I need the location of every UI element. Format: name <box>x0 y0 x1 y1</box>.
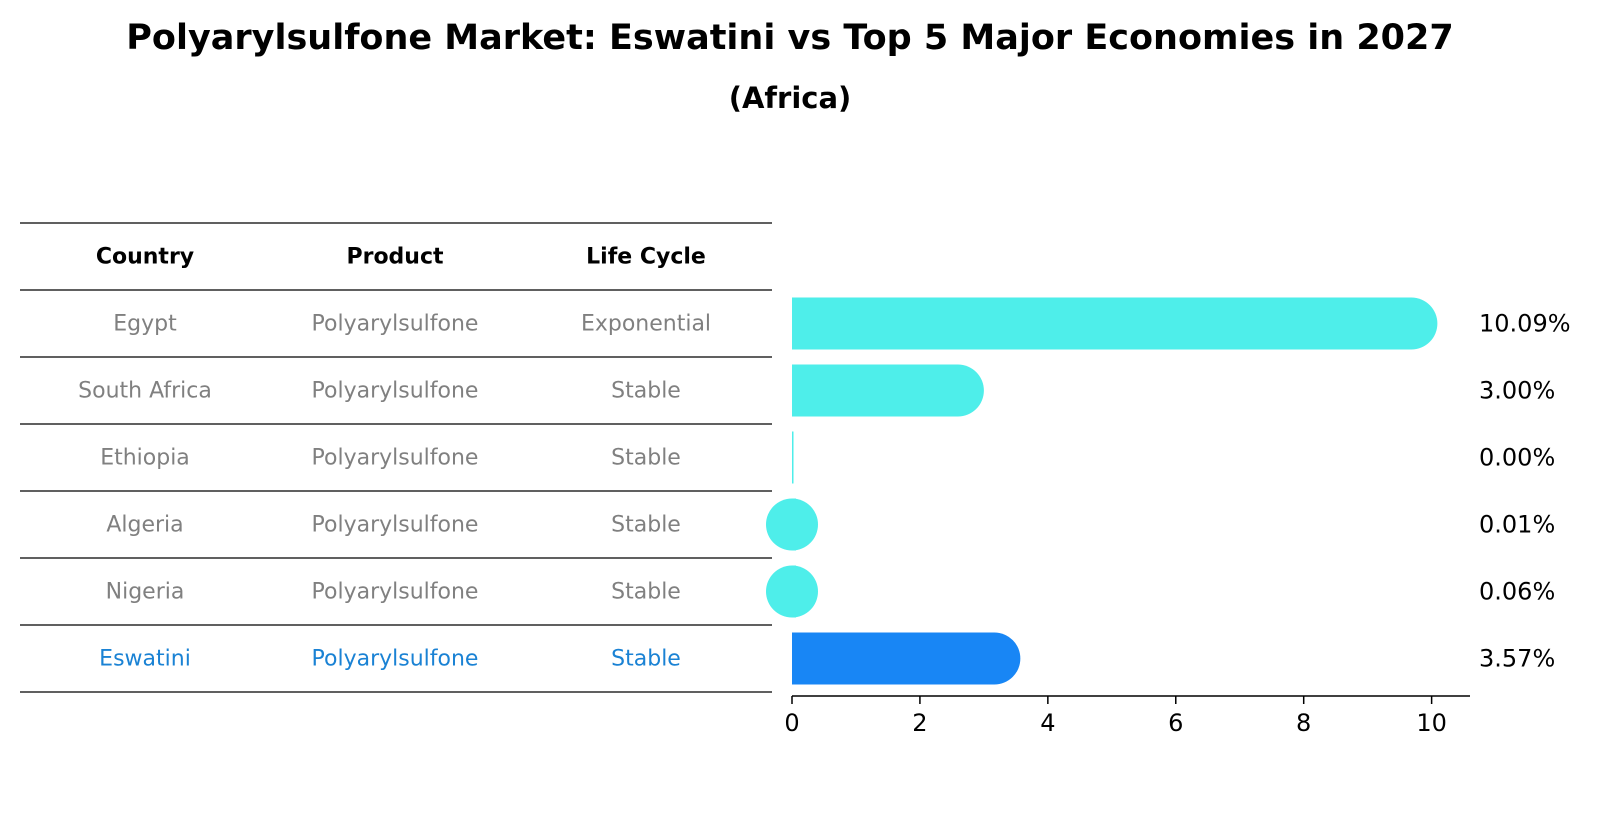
table-cell-life-cycle: Exponential <box>581 312 711 337</box>
bar-value-label: 0.00% <box>1479 444 1555 472</box>
bar-egypt: 10.09% <box>792 297 1571 350</box>
x-tick-label: 8 <box>1296 709 1311 737</box>
bar-nigeria: 0.06% <box>766 565 1555 618</box>
table-row: South Africa Polyarylsulfone Stable <box>78 379 681 404</box>
x-tick-label: 6 <box>1168 709 1183 737</box>
bar-value-label: 3.00% <box>1479 377 1555 405</box>
x-tick-label: 4 <box>1040 709 1055 737</box>
table-header-product: Product <box>346 245 444 270</box>
table-cell-life-cycle: Stable <box>611 379 681 404</box>
table-cell-country: Ethiopia <box>100 446 190 471</box>
bar-cap <box>968 632 1021 685</box>
table-cell-product: Polyarylsulfone <box>312 446 479 471</box>
chart-title: Polyarylsulfone Market: Eswatini vs Top … <box>126 18 1454 58</box>
bar-value-label: 0.01% <box>1479 511 1555 539</box>
table-header-country: Country <box>96 245 194 270</box>
bar-min-mark <box>792 565 796 618</box>
bar-value-label: 10.09% <box>1479 310 1571 338</box>
table-row: Egypt Polyarylsulfone Exponential <box>113 312 711 337</box>
x-tick-label: 10 <box>1416 709 1447 737</box>
bar-value-label: 3.57% <box>1479 645 1555 673</box>
table-row: Algeria Polyarylsulfone Stable <box>106 513 681 538</box>
bar-body <box>792 632 995 685</box>
table-cell-country: South Africa <box>78 379 212 404</box>
table-cell-country: Nigeria <box>106 580 185 605</box>
bar-ethiopia: 0.00% <box>792 431 1555 484</box>
bar-min-mark <box>792 498 796 551</box>
table-cell-product: Polyarylsulfone <box>312 312 479 337</box>
bar-south-africa: 3.00% <box>792 364 1555 417</box>
table-cell-life-cycle: Stable <box>611 513 681 538</box>
bar-value-label: 0.06% <box>1479 578 1555 606</box>
table-cell-country: Algeria <box>106 513 183 538</box>
bar-body <box>792 431 794 484</box>
table-cell-country: Egypt <box>113 312 177 337</box>
x-tick-label: 0 <box>784 709 799 737</box>
table-cell-life-cycle: Stable <box>611 647 681 672</box>
bar-eswatini: 3.57% <box>792 632 1555 685</box>
table-row: Ethiopia Polyarylsulfone Stable <box>100 446 681 471</box>
bar-body <box>792 297 1412 350</box>
table-cell-product: Polyarylsulfone <box>312 647 479 672</box>
bar-cap <box>1385 297 1438 350</box>
bar-plot-area: 10.09% 3.00% 0.00% 0.01% 0.06% 3.57% <box>766 297 1571 685</box>
bar-algeria: 0.01% <box>766 498 1555 551</box>
table-cell-life-cycle: Stable <box>611 446 681 471</box>
table-cell-country: Eswatini <box>99 647 191 672</box>
table-header-life-cycle: Life Cycle <box>586 245 706 270</box>
bar-cap <box>931 364 984 417</box>
chart-subtitle: (Africa) <box>729 81 852 115</box>
table-cell-product: Polyarylsulfone <box>312 580 479 605</box>
table-row: Nigeria Polyarylsulfone Stable <box>106 580 681 605</box>
data-table: Country Product Life Cycle Egypt Polyarylsul… <box>20 222 772 693</box>
table-row: Eswatini Polyarylsulfone Stable <box>99 647 681 672</box>
table-cell-life-cycle: Stable <box>611 580 681 605</box>
bar-body <box>792 364 959 417</box>
x-axis: 0 2 4 6 8 10 <box>784 695 1470 737</box>
x-tick-label: 2 <box>912 709 927 737</box>
table-cell-product: Polyarylsulfone <box>312 379 479 404</box>
table-cell-product: Polyarylsulfone <box>312 513 479 538</box>
